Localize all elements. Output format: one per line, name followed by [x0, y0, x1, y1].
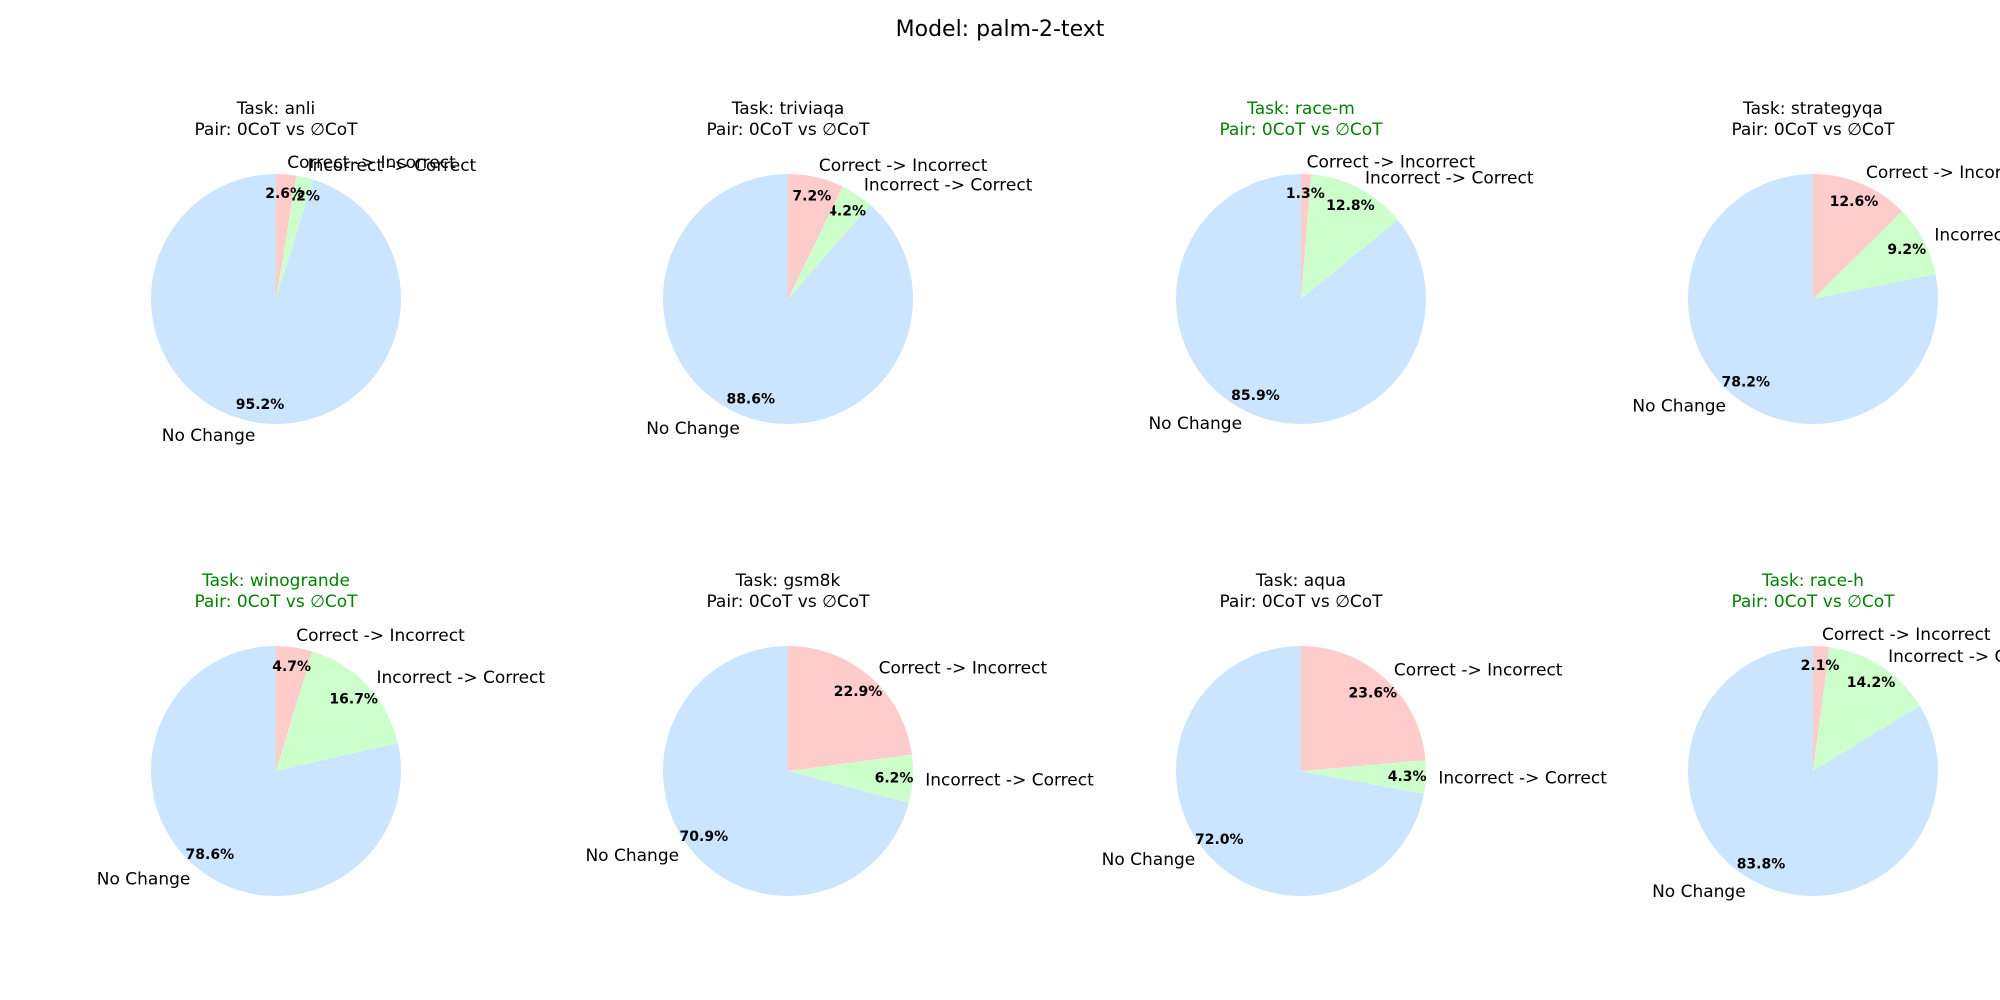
slice-label-incorrect-to-correct: Incorrect -> Correct [925, 771, 1094, 791]
slice-label-no-change: No Change [97, 870, 191, 890]
slice-percent-no-change: 70.9% [680, 829, 729, 845]
slice-label-incorrect-to-correct: Incorrect -> Correct [1365, 168, 1534, 188]
slice-label-correct-to-incorrect: Correct -> Incorrect [819, 156, 988, 176]
figure-title: Model: palm-2-text [896, 17, 1105, 42]
slice-percent-incorrect-to-correct: 12.8% [1326, 198, 1375, 214]
slice-percent-no-change: 72.0% [1195, 832, 1244, 848]
pie-pair-title: Pair: 0CoT vs ∅CoT [706, 592, 870, 612]
slice-label-incorrect-to-correct: Incorrect -> Correct [1438, 769, 1607, 789]
pie-task-title: Task: triviaqa [731, 99, 845, 119]
pie-slice-incorrect-to-correct [1813, 647, 1920, 771]
pie-slice-correct-to-incorrect [276, 174, 297, 299]
slice-percent-correct-to-incorrect: 2.1% [1801, 658, 1840, 674]
slice-label-correct-to-incorrect: Correct -> Incorrect [879, 659, 1048, 679]
slice-label-incorrect-to-correct: Incorrect -> Correct [864, 175, 1033, 195]
slice-percent-correct-to-incorrect: 1.3% [1286, 186, 1325, 202]
pie-slice-incorrect-to-correct [276, 175, 314, 299]
pie-pair-title: Pair: 0CoT vs ∅CoT [194, 120, 358, 140]
slice-percent-no-change: 88.6% [726, 392, 775, 408]
slice-label-incorrect-to-correct: Incorrect -> Correct [1934, 225, 2000, 245]
slice-label-no-change: No Change [1148, 414, 1242, 434]
slice-percent-correct-to-incorrect: 22.9% [834, 684, 883, 700]
slice-label-no-change: No Change [1102, 850, 1196, 870]
pie-task-title: Task: aqua [1255, 571, 1346, 591]
pie-slice-correct-to-incorrect [276, 646, 313, 771]
slice-label-no-change: No Change [1632, 396, 1726, 416]
pie-pair-title: Pair: 0CoT vs ∅CoT [1731, 592, 1895, 612]
slice-percent-correct-to-incorrect: 12.6% [1830, 194, 1879, 210]
pie-slice-incorrect-to-correct [1301, 174, 1398, 299]
pie-pair-title: Pair: 0CoT vs ∅CoT [706, 120, 870, 140]
slice-percent-incorrect-to-correct: 4.2% [827, 203, 866, 219]
slice-label-no-change: No Change [1652, 882, 1746, 902]
pie-slice-no-change [663, 646, 909, 896]
pie-slice-no-change [1176, 646, 1424, 897]
slice-label-no-change: No Change [585, 846, 679, 866]
pie-slice-no-change [1688, 646, 1939, 896]
slice-label-correct-to-incorrect: Correct -> Incorrect [1307, 153, 1476, 173]
slice-percent-incorrect-to-correct: 14.2% [1847, 675, 1896, 691]
slice-label-incorrect-to-correct: Incorrect -> Correct [377, 668, 546, 688]
slice-percent-no-change: 78.6% [186, 847, 235, 863]
pie-task-title: Task: gsm8k [735, 571, 841, 591]
pie-slice-correct-to-incorrect [1813, 174, 1902, 299]
slice-label-no-change: No Change [162, 426, 256, 446]
pie-task-title: Task: race-h [1761, 571, 1864, 591]
slice-percent-correct-to-incorrect: 7.2% [792, 188, 831, 204]
slice-percent-correct-to-incorrect: 23.6% [1349, 686, 1398, 702]
slice-label-incorrect-to-correct: Incorrect -> Correct [308, 156, 477, 176]
pie-slice-incorrect-to-correct [1813, 211, 1936, 299]
pie-slice-correct-to-incorrect [1301, 646, 1426, 771]
pie-slice-incorrect-to-correct [788, 754, 913, 803]
slice-percent-incorrect-to-correct: 4.3% [1388, 769, 1427, 785]
pie-task-title: Task: anli [236, 99, 315, 119]
pie-slice-correct-to-incorrect [788, 174, 843, 299]
slice-percent-incorrect-to-correct: 6.2% [875, 771, 914, 787]
pie-task-title: Task: winogrande [201, 571, 350, 591]
slice-percent-no-change: 83.8% [1737, 857, 1786, 873]
slice-label-incorrect-to-correct: Incorrect -> Correct [1888, 647, 2000, 667]
pie-pair-title: Pair: 0CoT vs ∅CoT [1731, 120, 1895, 140]
pie-pair-title: Pair: 0CoT vs ∅CoT [194, 592, 358, 612]
pie-slice-incorrect-to-correct [788, 186, 871, 299]
slice-percent-no-change: 95.2% [236, 397, 285, 413]
slice-percent-no-change: 85.9% [1231, 388, 1280, 404]
pie-slice-correct-to-incorrect [788, 646, 912, 771]
slice-percent-correct-to-incorrect: 4.7% [272, 659, 311, 675]
slice-percent-correct-to-incorrect: 2.6% [265, 186, 304, 202]
slice-percent-no-change: 78.2% [1722, 374, 1771, 390]
pie-slice-incorrect-to-correct [276, 651, 398, 771]
pie-pair-title: Pair: 0CoT vs ∅CoT [1219, 120, 1383, 140]
pie-slice-incorrect-to-correct [1301, 760, 1426, 794]
slice-percent-incorrect-to-correct: 9.2% [1887, 242, 1926, 258]
slice-label-correct-to-incorrect: Correct -> Incorrect [1394, 661, 1563, 681]
pie-slice-correct-to-incorrect [1301, 174, 1312, 299]
pie-slice-correct-to-incorrect [1813, 646, 1830, 771]
pie-task-title: Task: strategyqa [1742, 99, 1883, 119]
slice-label-correct-to-incorrect: Correct -> Incorrect [287, 153, 456, 173]
pie-task-title: Task: race-m [1246, 99, 1355, 119]
slice-label-correct-to-incorrect: Correct -> Incorrect [1822, 625, 1991, 645]
slice-percent-incorrect-to-correct: 16.7% [329, 692, 378, 708]
slice-label-correct-to-incorrect: Correct -> Incorrect [296, 626, 465, 646]
pie-pair-title: Pair: 0CoT vs ∅CoT [1219, 592, 1383, 612]
slice-label-no-change: No Change [646, 419, 740, 439]
slice-label-correct-to-incorrect: Correct -> Incorrect [1866, 163, 2000, 183]
